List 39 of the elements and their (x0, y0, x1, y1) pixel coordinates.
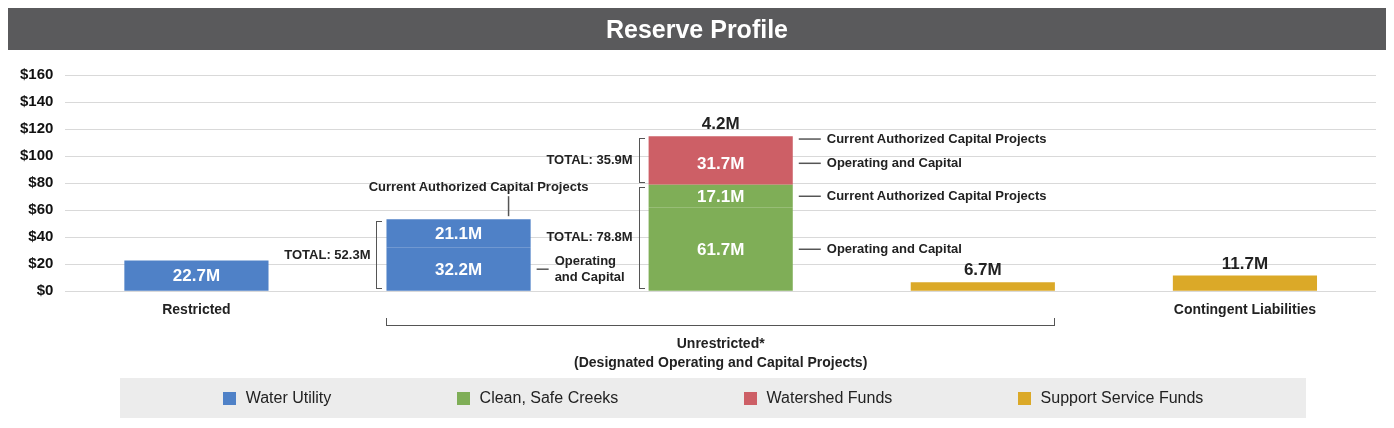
data-label: 61.7M (697, 239, 745, 259)
y-tick-label: $120 (19, 119, 54, 137)
annotation: Current Authorized Capital Projects (826, 187, 1047, 203)
y-tick-label: $20 (28, 254, 54, 272)
text: (Designated Operating and Capital Projects) (574, 353, 868, 370)
bar (910, 282, 1055, 291)
annotation: Operating and Capital (554, 252, 625, 284)
data-label: 31.7M (697, 153, 745, 173)
data-label: 4.2M (701, 114, 740, 134)
bar (1172, 275, 1318, 291)
x-tick-label: Contingent Liabilities (1173, 301, 1317, 318)
y-tick-label: $40 (28, 227, 54, 245)
y-tick-label: $140 (19, 92, 54, 110)
legend-label: Water Utility (245, 389, 332, 407)
legend-label: Clean, Safe Creeks (479, 389, 619, 407)
annotation: Current Authorized Capital Projects (368, 178, 589, 194)
y-tick-label: $160 (19, 65, 54, 83)
data-label: 6.7M (963, 260, 1002, 280)
legend-label: Watershed Funds (766, 389, 893, 407)
data-label: 32.2M (434, 259, 483, 279)
text: Unrestricted* (676, 334, 766, 351)
y-tick-label: $0 (36, 281, 54, 299)
x-tick-label: Restricted (162, 301, 231, 318)
annotation: TOTAL: 78.8M (546, 229, 633, 245)
legend-label: Support Service Funds (1040, 389, 1204, 407)
data-label: 17.1M (697, 186, 745, 206)
chart-title: Reserve Profile (8, 8, 1386, 50)
data-label: 22.7M (172, 266, 221, 286)
annotation: Current Authorized Capital Projects (826, 130, 1047, 146)
annotation: TOTAL: 52.3M (284, 246, 371, 262)
data-label: 21.1M (434, 224, 483, 244)
bar (124, 260, 269, 291)
y-tick-label: $100 (19, 146, 54, 164)
annotation: Operating and Capital (826, 240, 962, 256)
data-label: 11.7M (1221, 253, 1269, 273)
annotation: Operating and Capital (826, 154, 962, 170)
y-tick-label: $80 (28, 173, 54, 191)
annotation: TOTAL: 35.9M (546, 152, 633, 168)
y-tick-label: $60 (28, 200, 54, 218)
